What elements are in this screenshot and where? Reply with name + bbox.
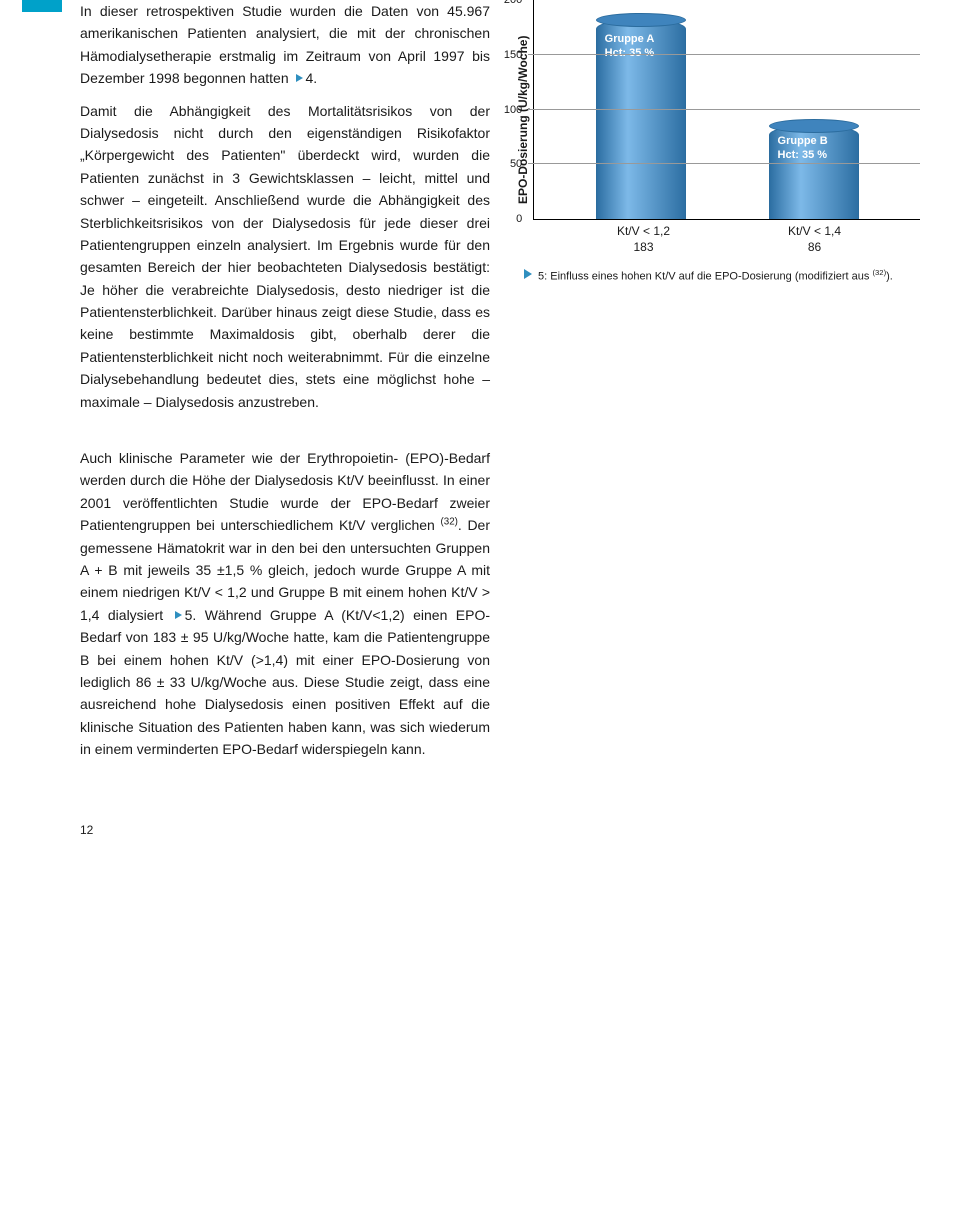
- chart-ytick-label: 200: [498, 0, 522, 10]
- chart-ytick-label: 150: [498, 47, 522, 65]
- para2c-text: . Während Gruppe A (Kt/V<1,2) einen EPO-…: [80, 607, 490, 757]
- chart-ytick-label: 50: [498, 156, 522, 174]
- caption-suffix: ).: [886, 271, 893, 283]
- chart-gridline: 150: [528, 54, 920, 55]
- accent-bar: [22, 0, 62, 12]
- epo-chart: EPO-Dosierung (U/kg/Woche) Gruppe AHct: …: [510, 0, 920, 220]
- chart-ytick-label: 100: [498, 102, 522, 120]
- reference-marker-icon: [175, 611, 182, 619]
- xcat-label: Kt/V < 1,4: [765, 224, 865, 240]
- paragraph-1b: Damit die Abhängigkeit des Mortalitätsri…: [80, 100, 490, 413]
- paragraph-1: In dieser retrospektiven Studie wurden d…: [80, 0, 490, 90]
- chart-x-category: Kt/V < 1,2183: [594, 224, 694, 255]
- ref-32-a: (32): [440, 517, 457, 528]
- chart-plot-area: Gruppe AHct: 35 %Gruppe BHct: 35 % 05010…: [533, 0, 920, 220]
- chart-bar: Gruppe BHct: 35 %: [769, 125, 859, 219]
- chart-bar-label: Gruppe AHct: 35 %: [605, 32, 677, 61]
- lower-paragraph: Auch klinische Parameter wie der Erythro…: [80, 447, 490, 760]
- top-section: In dieser retrospektiven Studie wurden d…: [80, 0, 920, 423]
- chart-x-labels: Kt/V < 1,2183 Kt/V < 1,486: [510, 220, 920, 255]
- chart-column: EPO-Dosierung (U/kg/Woche) Gruppe AHct: …: [510, 0, 920, 423]
- bar-label-line1: Gruppe A: [605, 32, 677, 46]
- chart-bar-top: [769, 119, 859, 133]
- chart-bars-container: Gruppe AHct: 35 %Gruppe BHct: 35 %: [534, 0, 920, 219]
- chart-caption: 5: Einfluss eines hohen Kt/V auf die EPO…: [510, 267, 920, 286]
- xcat-value: 183: [594, 240, 694, 256]
- caption-text: Einfluss eines hohen Kt/V auf die EPO-Do…: [550, 271, 869, 283]
- bar-label-line2: Hct: 35 %: [778, 148, 850, 162]
- left-column: In dieser retrospektiven Studie wurden d…: [80, 0, 490, 423]
- reference-marker-icon: [296, 74, 303, 82]
- caption-marker-icon: [524, 269, 532, 279]
- ref-4: 4.: [306, 70, 318, 86]
- bar-label-line1: Gruppe B: [778, 134, 850, 148]
- xcat-value: 86: [765, 240, 865, 256]
- chart-bar-top: [596, 13, 686, 27]
- chart-bar: Gruppe AHct: 35 %: [596, 19, 686, 219]
- chart-x-category: Kt/V < 1,486: [765, 224, 865, 255]
- chart-gridline: 100: [528, 109, 920, 110]
- para2a-text: Auch klinische Parameter wie der Erythro…: [80, 450, 490, 533]
- chart-bar-label: Gruppe BHct: 35 %: [778, 134, 850, 163]
- paragraph-2: Auch klinische Parameter wie der Erythro…: [80, 447, 490, 760]
- para1a-text: In dieser retrospektiven Studie wurden d…: [80, 3, 490, 86]
- caption-ref: (32): [872, 268, 886, 277]
- chart-ytick-label: 0: [498, 211, 522, 229]
- chart-gridline: 50: [528, 163, 920, 164]
- page-number: 12: [80, 821, 920, 840]
- caption-prefix: 5:: [538, 271, 550, 283]
- xcat-label: Kt/V < 1,2: [594, 224, 694, 240]
